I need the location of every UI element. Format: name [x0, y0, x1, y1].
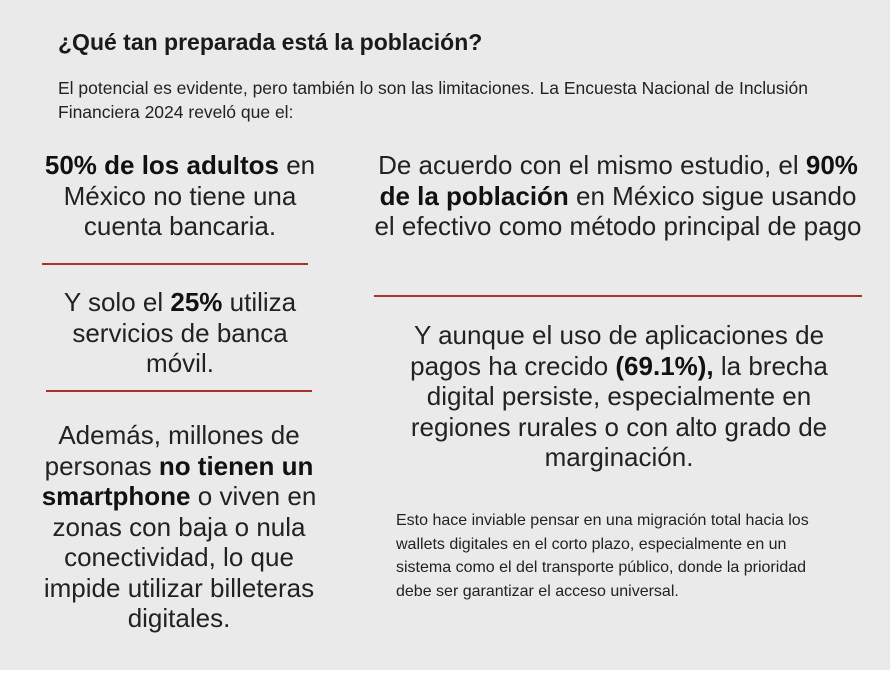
conclusion-paragraph: Esto hace inviable pensar en una migraci…: [396, 512, 809, 600]
stat-unbanked-adults: 50% de los adultos en México no tiene un…: [40, 150, 320, 242]
stat-cash-usage-prefix: De acuerdo con el mismo estudio, el: [378, 150, 806, 180]
stat-cash-usage: De acuerdo con el mismo estudio, el 90% …: [368, 150, 868, 242]
stat-no-smartphone-prefix: Además, millones de personas: [44, 420, 300, 481]
stat-cash-usage-text: en México sigue usando el efectivo como …: [374, 180, 862, 242]
stat-payment-apps-text: la brecha digital persiste, especialment…: [410, 350, 828, 473]
stat-no-smartphone: Además, millones de personas no tienen u…: [28, 420, 330, 634]
stat-mobile-banking-prefix: Y solo el: [63, 287, 171, 317]
stat-unbanked-adults-text: en México no tiene una cuenta bancaria.: [63, 150, 316, 241]
divider-left-2: [46, 390, 312, 392]
intro-paragraph: El potencial es evidente, pero también l…: [58, 78, 809, 122]
stat-mobile-banking-emphasis: 25%: [170, 287, 223, 317]
stat-mobile-banking: Y solo el 25% utiliza servicios de banca…: [40, 287, 320, 379]
stat-payment-apps: Y aunque el uso de aplicaciones de pagos…: [384, 320, 854, 473]
divider-right-1: [374, 295, 862, 297]
stat-cash-usage-emphasis: 90% de la población: [379, 150, 858, 211]
stat-payment-apps-emphasis: (69.1%),: [615, 350, 714, 381]
stat-mobile-banking-text: utiliza servicios de banca móvil.: [72, 287, 297, 378]
stat-unbanked-adults-emphasis: 50% de los adultos: [44, 150, 279, 180]
stat-no-smartphone-text: o viven en zonas con baja o nula conecti…: [43, 481, 317, 633]
stat-payment-apps-prefix: Y aunque el uso de aplicaciones de pagos…: [410, 320, 825, 381]
divider-left-1: [42, 263, 308, 265]
section-heading: ¿Qué tan preparada está la población?: [58, 29, 483, 55]
stat-no-smartphone-emphasis: no tienen un smartphone: [41, 450, 314, 512]
